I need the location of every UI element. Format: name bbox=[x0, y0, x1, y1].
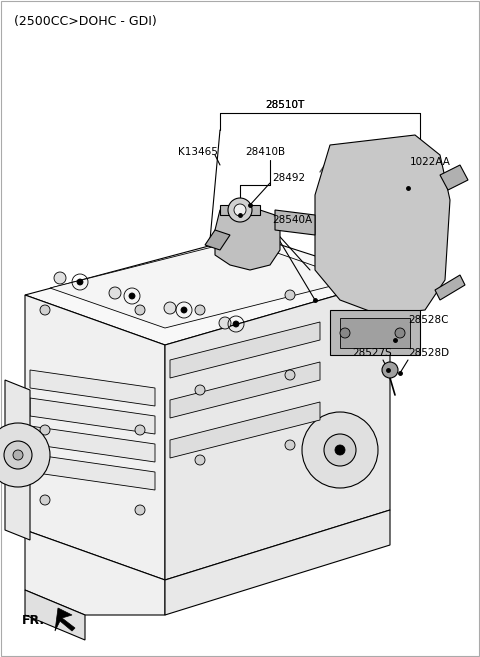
Polygon shape bbox=[30, 370, 155, 406]
Circle shape bbox=[40, 495, 50, 505]
Circle shape bbox=[324, 434, 356, 466]
Circle shape bbox=[109, 287, 121, 299]
Circle shape bbox=[382, 362, 398, 378]
Polygon shape bbox=[330, 310, 420, 355]
Text: K13465: K13465 bbox=[178, 147, 218, 157]
Polygon shape bbox=[435, 275, 465, 300]
Polygon shape bbox=[165, 510, 390, 615]
Circle shape bbox=[335, 445, 345, 455]
Circle shape bbox=[302, 412, 378, 488]
Polygon shape bbox=[205, 230, 230, 250]
Circle shape bbox=[395, 328, 405, 338]
Circle shape bbox=[40, 305, 50, 315]
Circle shape bbox=[195, 305, 205, 315]
Circle shape bbox=[234, 204, 246, 216]
Text: 28410B: 28410B bbox=[245, 147, 285, 157]
Circle shape bbox=[0, 423, 50, 487]
Circle shape bbox=[228, 198, 252, 222]
Circle shape bbox=[195, 385, 205, 395]
Polygon shape bbox=[170, 322, 320, 378]
Circle shape bbox=[129, 293, 135, 299]
Circle shape bbox=[233, 321, 239, 327]
Polygon shape bbox=[165, 280, 390, 580]
Circle shape bbox=[77, 279, 83, 285]
Polygon shape bbox=[30, 454, 155, 490]
Circle shape bbox=[135, 505, 145, 515]
Polygon shape bbox=[220, 205, 260, 215]
Circle shape bbox=[135, 425, 145, 435]
Text: 28492: 28492 bbox=[272, 173, 305, 183]
Circle shape bbox=[54, 272, 66, 284]
Polygon shape bbox=[50, 240, 355, 328]
Polygon shape bbox=[25, 530, 165, 615]
Polygon shape bbox=[25, 235, 390, 345]
Polygon shape bbox=[215, 205, 280, 270]
Circle shape bbox=[4, 441, 32, 469]
Circle shape bbox=[285, 290, 295, 300]
Circle shape bbox=[181, 307, 187, 313]
Circle shape bbox=[135, 305, 145, 315]
Polygon shape bbox=[30, 398, 155, 434]
Circle shape bbox=[195, 455, 205, 465]
Circle shape bbox=[40, 425, 50, 435]
Text: 1022AA: 1022AA bbox=[410, 157, 451, 167]
Text: FR.: FR. bbox=[22, 614, 45, 627]
Polygon shape bbox=[315, 135, 450, 315]
Text: 28527S: 28527S bbox=[352, 348, 392, 358]
Circle shape bbox=[164, 302, 176, 314]
Text: 28528D: 28528D bbox=[408, 348, 449, 358]
Polygon shape bbox=[25, 295, 165, 580]
Polygon shape bbox=[275, 210, 315, 235]
Polygon shape bbox=[55, 608, 75, 631]
Circle shape bbox=[13, 450, 23, 460]
Polygon shape bbox=[30, 426, 155, 462]
Polygon shape bbox=[440, 165, 468, 190]
Circle shape bbox=[219, 317, 231, 329]
Circle shape bbox=[340, 328, 350, 338]
Polygon shape bbox=[170, 402, 320, 458]
Circle shape bbox=[285, 370, 295, 380]
Text: (2500CC>DOHC - GDI): (2500CC>DOHC - GDI) bbox=[14, 16, 157, 28]
Text: 28540A: 28540A bbox=[272, 215, 312, 225]
Polygon shape bbox=[5, 380, 30, 540]
Polygon shape bbox=[340, 318, 410, 348]
Text: 28528C: 28528C bbox=[408, 315, 448, 325]
Text: 28510T: 28510T bbox=[265, 100, 304, 110]
Circle shape bbox=[285, 440, 295, 450]
Polygon shape bbox=[170, 362, 320, 418]
Text: 28510T: 28510T bbox=[265, 100, 304, 110]
Polygon shape bbox=[25, 590, 85, 640]
